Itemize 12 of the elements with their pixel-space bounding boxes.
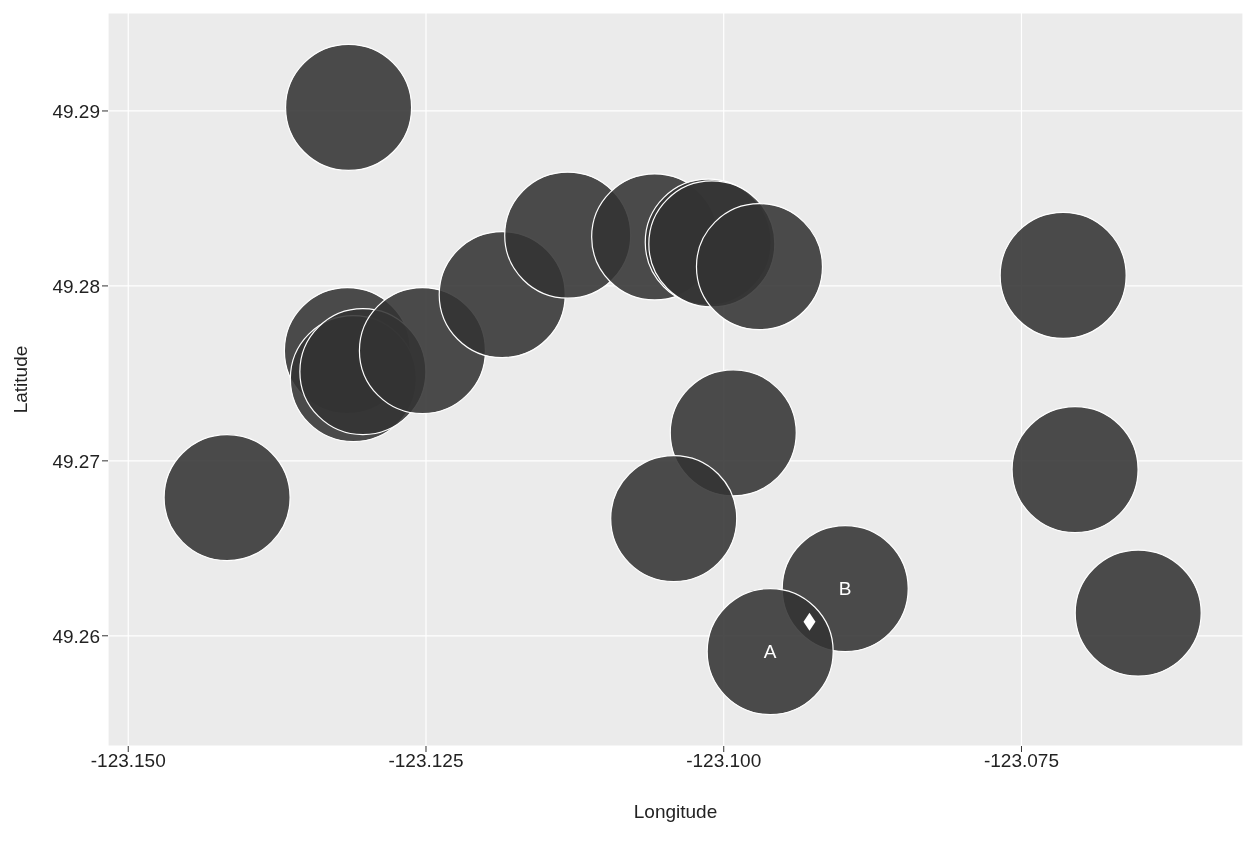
y-tick-label: 49.29	[52, 100, 100, 122]
y-axis-title: Latitude	[9, 345, 31, 414]
y-tick-label: 49.27	[52, 450, 100, 472]
x-tick-label: -123.100	[686, 750, 762, 772]
x-tick-label: -123.150	[90, 750, 166, 772]
y-tick-label: 49.28	[52, 275, 100, 297]
annotation: A	[763, 641, 777, 663]
x-tick-label: -123.125	[388, 750, 464, 772]
x-tick-label: -123.075	[983, 750, 1059, 772]
annotation: B	[838, 578, 852, 600]
y-tick-label: 49.26	[52, 625, 100, 647]
x-axis-title: Longitude	[633, 801, 718, 822]
